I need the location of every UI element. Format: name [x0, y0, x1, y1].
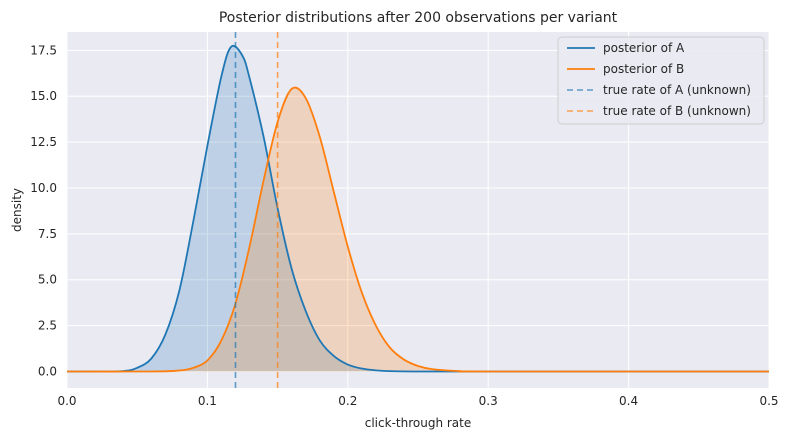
series-line-a	[66, 44, 769, 373]
y-tick-label: 10.0	[30, 181, 57, 195]
x-tick-label: 0.1	[198, 394, 217, 408]
x-axis-label: click-through rate	[365, 416, 471, 430]
y-tick-label: 17.5	[30, 43, 57, 57]
series-lines	[66, 44, 770, 373]
x-tick-label: 0.3	[479, 394, 498, 408]
x-tick-label: 0.5	[759, 394, 778, 408]
series-fill-b	[67, 87, 769, 372]
y-tick-label: 0.0	[38, 364, 57, 378]
series-fill-a	[67, 45, 769, 372]
x-tick-label: 0.4	[619, 394, 638, 408]
legend-label: true rate of A (unknown)	[603, 83, 751, 97]
y-axis-label: density	[10, 188, 24, 232]
y-tick-labels: 0.0 2.5 5.0 7.5 10.0 12.5 15.0 17.5	[30, 43, 57, 378]
legend-box	[557, 36, 765, 125]
legend-label: posterior of A	[603, 41, 685, 55]
series-line-b	[66, 86, 770, 373]
legend-label: posterior of B	[603, 62, 684, 76]
legend-label: true rate of B (unknown)	[603, 104, 751, 118]
x-tick-label: 0.2	[338, 394, 357, 408]
x-tick-label: 0.0	[57, 394, 76, 408]
x-tick-labels: 0.0 0.1 0.2 0.3 0.4 0.5	[57, 394, 778, 408]
y-tick-label: 2.5	[38, 319, 57, 333]
legend: posterior of A posterior of B true rate of…	[557, 36, 765, 125]
chart-title: Posterior distributions after 200 observ…	[219, 10, 618, 26]
y-tick-label: 15.0	[30, 89, 57, 103]
y-tick-label: 12.5	[30, 135, 57, 149]
y-tick-label: 5.0	[38, 273, 57, 287]
series-fills	[67, 45, 769, 372]
y-tick-label: 7.5	[38, 227, 57, 241]
